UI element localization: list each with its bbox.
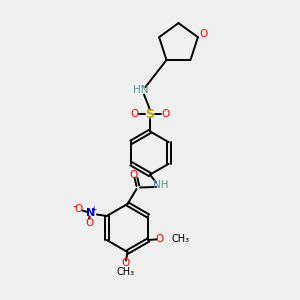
Text: O: O bbox=[199, 29, 207, 39]
Text: O: O bbox=[129, 170, 138, 180]
Text: S: S bbox=[146, 107, 154, 121]
Text: CH₃: CH₃ bbox=[117, 267, 135, 278]
Text: NH: NH bbox=[153, 180, 168, 190]
Text: CH₃: CH₃ bbox=[171, 234, 189, 244]
Text: O: O bbox=[156, 234, 164, 244]
Text: HN: HN bbox=[133, 85, 149, 95]
Text: O: O bbox=[85, 218, 93, 228]
Text: O: O bbox=[161, 109, 170, 119]
Text: +: + bbox=[91, 206, 97, 214]
Text: O: O bbox=[122, 258, 130, 268]
Text: N: N bbox=[85, 208, 95, 218]
Text: -: - bbox=[73, 201, 76, 212]
Text: O: O bbox=[75, 204, 83, 214]
Text: O: O bbox=[130, 109, 139, 119]
